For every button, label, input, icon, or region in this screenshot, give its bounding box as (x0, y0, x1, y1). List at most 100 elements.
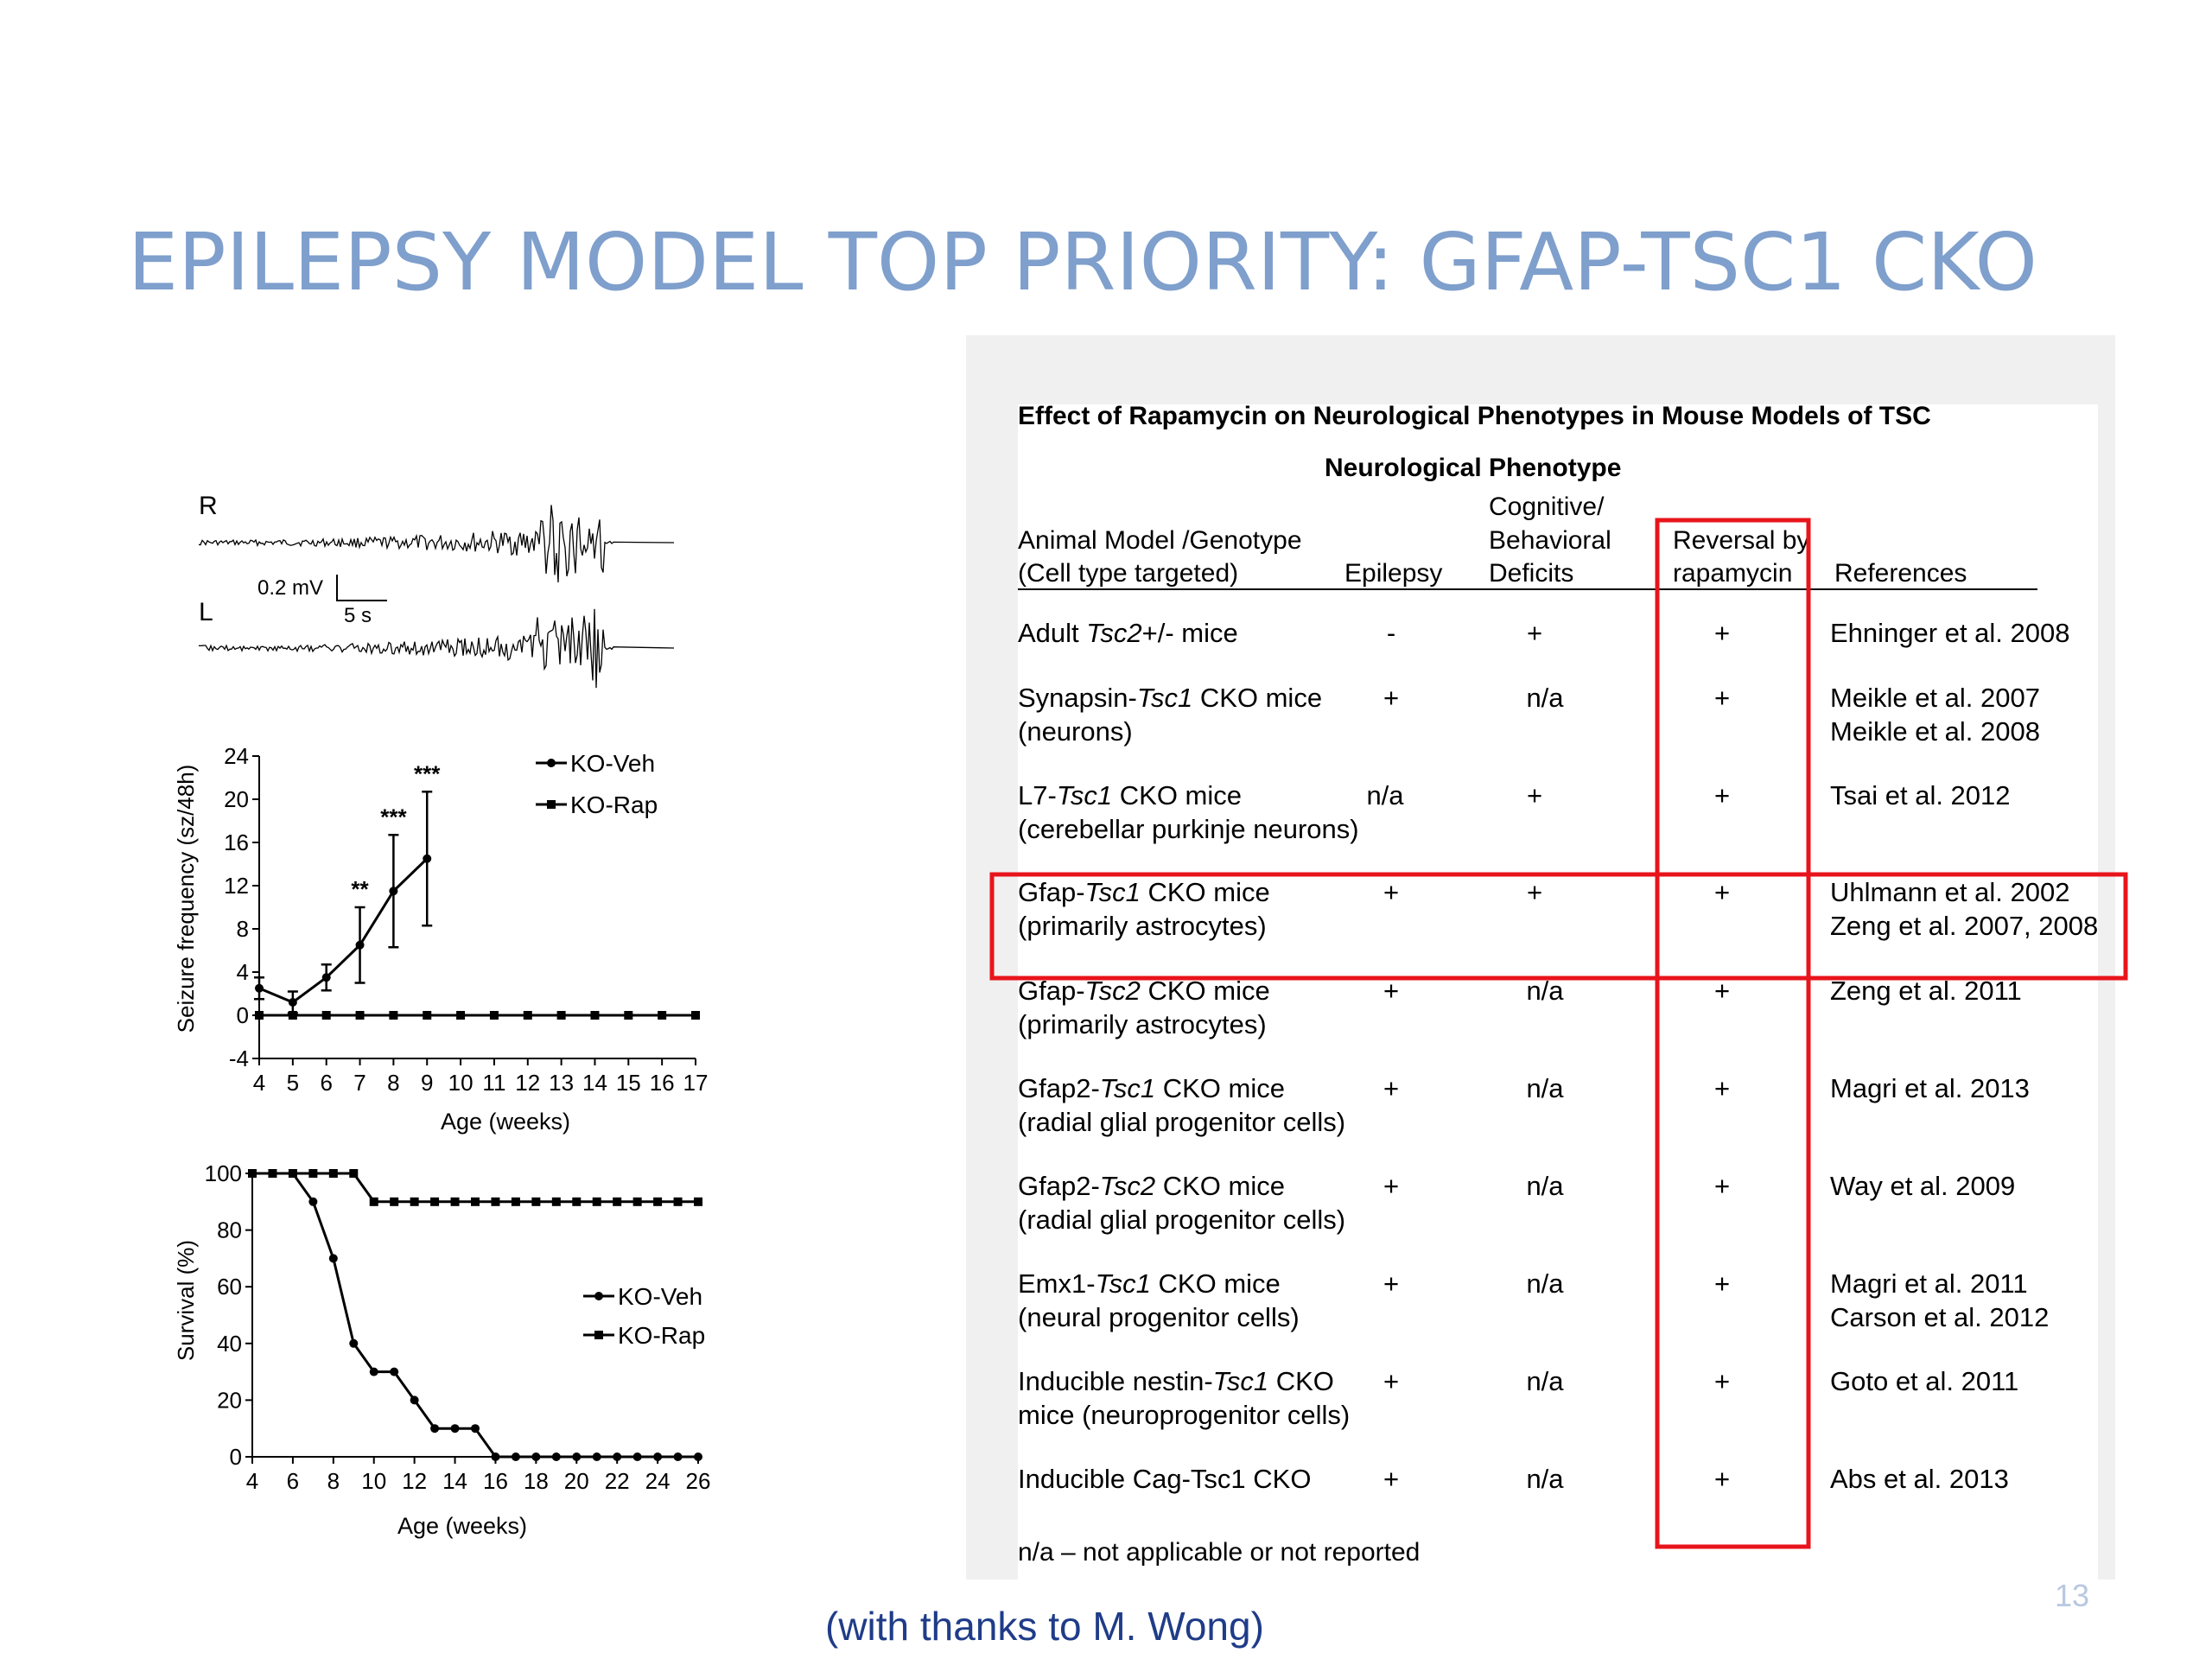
row-epilepsy: + (1383, 1073, 1399, 1103)
row-cognitive: + (1527, 618, 1542, 648)
y-tick-label: 12 (224, 873, 249, 899)
survival-chart: Survival (%) Age (weeks) 0 20 40 60 80 100 4 6 8… (173, 1160, 710, 1539)
row-reference: Magri et al. 2011 (1830, 1268, 2028, 1299)
data-point (531, 1197, 541, 1206)
table-group-header: Neurological Phenotype (1325, 454, 1621, 482)
row-model-prefix: Gfap- (1018, 976, 1085, 1006)
row-model-cells: mice (neuroprogenitor cells) (1018, 1400, 1350, 1430)
legend-marker (594, 1331, 603, 1339)
eeg-traces: R L 0.2 mV 5 s (198, 492, 675, 689)
row-model-gene: Tsc2 (1086, 618, 1141, 648)
x-tick-label: 6 (320, 1070, 332, 1096)
data-point (349, 1338, 359, 1348)
row-model: Gfap-Tsc2 CKO mice (1018, 976, 1270, 1006)
row-epilepsy: + (1383, 877, 1399, 907)
row-model: Inducible Cag-Tsc1 CKO (1018, 1464, 1311, 1494)
row-reference: Tsai et al. 2012 (1830, 780, 2011, 810)
data-point (592, 1197, 601, 1206)
x-tick-label: 20 (564, 1468, 589, 1494)
row-model-suffix: CKO mice (1112, 780, 1242, 810)
phenotype-table-inner: Effect of Rapamycin on Neurological Phen… (1018, 404, 2098, 1580)
row-model-gene: Tsc1 (1213, 1366, 1268, 1396)
data-point (450, 1424, 460, 1433)
eeg-scale-voltage: 0.2 mV (257, 576, 323, 600)
data-point (511, 1197, 520, 1206)
x-tick-label: 14 (442, 1468, 467, 1494)
row-model-cells: (neurons) (1018, 716, 1133, 747)
data-point (248, 1169, 257, 1178)
data-point (691, 1011, 700, 1020)
x-tick-label: 8 (387, 1070, 399, 1096)
row-cognitive: n/a (1526, 1268, 1564, 1299)
row-model: Synapsin-Tsc1 CKO mice (1018, 683, 1322, 713)
series-line-KO-Veh (258, 857, 429, 1004)
legend-label: KO-Veh (618, 1283, 702, 1310)
data-point (390, 1197, 399, 1206)
y-tick-label: 0 (237, 1002, 249, 1028)
eeg-channel-l: L (199, 598, 213, 626)
data-point (572, 1197, 582, 1206)
seizure-xlabel: Age (weeks) (441, 1109, 570, 1135)
credit-note: (with thanks to M. Wong) (825, 1604, 1264, 1649)
data-point (389, 1011, 398, 1020)
data-point (389, 887, 398, 896)
x-tick-label: 13 (549, 1070, 574, 1096)
row-model: Gfap-Tsc1 CKO mice (1018, 877, 1270, 907)
page-number: 13 (2055, 1578, 2090, 1613)
row-model-cells: (radial glial progenitor cells) (1018, 1205, 1345, 1235)
row-reference-2: Zeng et al. 2007, 2008 (1830, 911, 2098, 941)
survival-ylabel: Survival (%) (173, 1240, 199, 1361)
data-point (288, 1011, 297, 1020)
row-model-suffix: CKO (1268, 1366, 1334, 1396)
data-point (255, 1011, 264, 1020)
row-model: L7-Tsc1 CKO mice (1018, 780, 1242, 810)
data-point (624, 1011, 633, 1020)
data-point (369, 1197, 378, 1206)
row-cognitive: n/a (1526, 976, 1564, 1006)
x-tick-label: 6 (287, 1468, 299, 1494)
eeg-scale-bar (336, 575, 387, 601)
table-footnote: n/a – not applicable or not reported (1018, 1538, 1420, 1567)
phenotype-table: Effect of Rapamycin on Neurological Phen… (1018, 404, 2098, 1567)
row-reversal: + (1714, 683, 1730, 713)
eeg-scale-time: 5 s (344, 604, 372, 627)
row-model-gene: Tsc2 (1085, 976, 1141, 1006)
data-point (321, 973, 331, 982)
y-tick-label: 24 (224, 743, 249, 769)
data-point (491, 1452, 500, 1461)
y-tick-label: 8 (237, 916, 249, 942)
row-model-cells: (cerebellar purkinje neurons) (1018, 814, 1359, 844)
data-point (613, 1197, 622, 1206)
row-model-prefix: Synapsin- (1018, 683, 1137, 713)
data-point (423, 1011, 432, 1020)
row-model-suffix: CKO mice (1151, 1268, 1281, 1299)
data-point (511, 1452, 520, 1461)
data-point (556, 1011, 566, 1020)
x-tick-label: 8 (327, 1468, 340, 1494)
row-reference-2: Carson et al. 2012 (1830, 1302, 2049, 1332)
x-tick-label: 16 (483, 1468, 508, 1494)
data-point (430, 1424, 440, 1433)
legend-label: KO-Rap (618, 1322, 705, 1349)
row-reversal: + (1714, 1366, 1730, 1396)
row-model-suffix: CKO mice (1155, 1171, 1285, 1201)
row-reversal: + (1714, 976, 1730, 1006)
y-tick-label: 0 (230, 1444, 242, 1470)
x-tick-label: 12 (402, 1468, 427, 1494)
row-epilepsy: + (1383, 1171, 1399, 1201)
row-cognitive: n/a (1526, 1464, 1564, 1494)
legend-label: KO-Rap (570, 791, 658, 818)
row-model: Gfap2-Tsc2 CKO mice (1018, 1171, 1285, 1201)
x-tick-label: 17 (683, 1070, 709, 1096)
data-point (694, 1197, 702, 1206)
x-tick-label: 12 (515, 1070, 540, 1096)
data-point (288, 1169, 297, 1178)
x-tick-label: 18 (524, 1468, 549, 1494)
col-references: References (1834, 559, 1967, 588)
data-point (456, 1011, 466, 1020)
row-reference: Zeng et al. 2011 (1830, 976, 2022, 1006)
data-point (390, 1367, 399, 1376)
data-point (653, 1197, 663, 1206)
row-model-prefix: Inducible Cag-Tsc1 CKO (1018, 1464, 1311, 1494)
row-reversal: + (1714, 1073, 1730, 1103)
